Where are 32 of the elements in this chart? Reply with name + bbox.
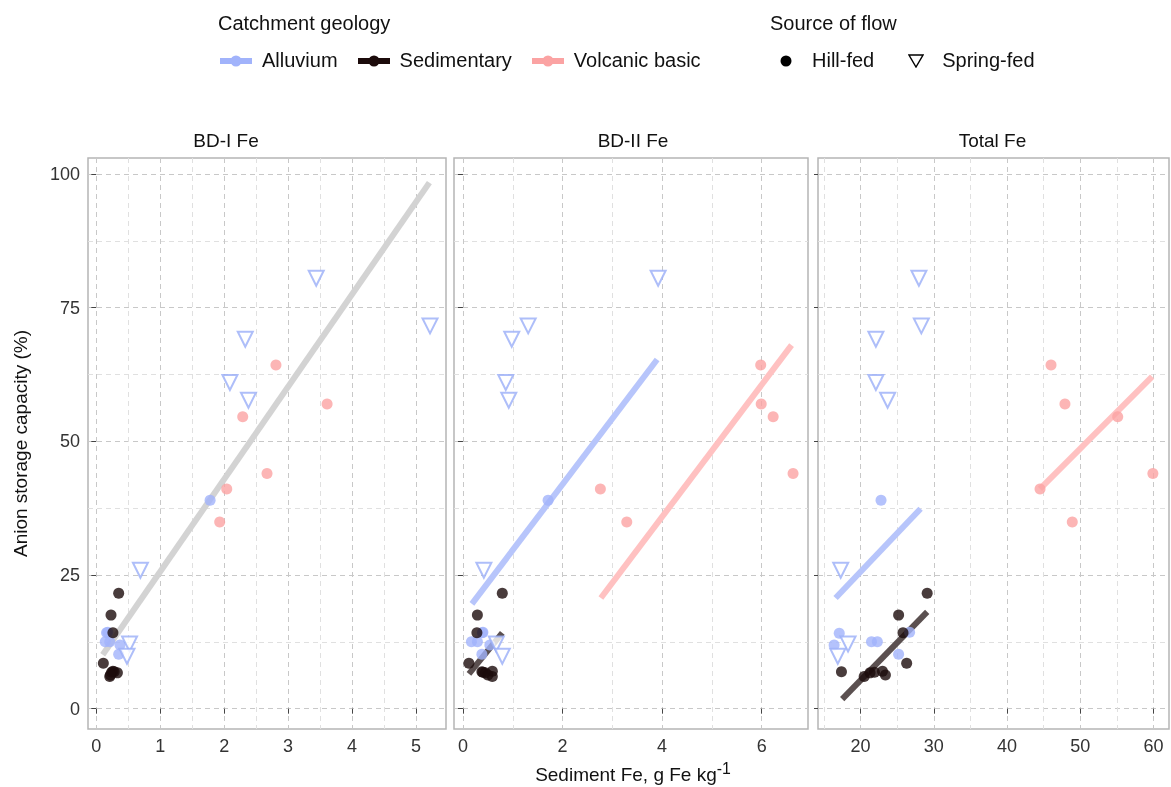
x-tick-label: 60 — [1143, 736, 1164, 756]
source-note: Source of flow — [770, 12, 898, 35]
x-tick-label: 1 — [155, 736, 166, 756]
x-tick-label: 5 — [410, 736, 421, 756]
x-tick-label: 4 — [347, 736, 358, 756]
x-tick-label: 40 — [997, 736, 1018, 756]
y-tick-label: 50 — [59, 431, 80, 452]
x-tick-label: 6 — [756, 736, 767, 756]
x-tick-label: 0 — [91, 736, 102, 756]
chart-title: Total Fe — [958, 130, 1027, 151]
y-tick-label: 100 — [49, 164, 80, 185]
text: Spring-fed — [942, 49, 1035, 72]
x-tick-label: 50 — [1070, 736, 1091, 756]
chart-title: BD-II Fe — [597, 130, 669, 151]
y-tick-label: 0 — [69, 698, 80, 719]
legend-label: Volcanic basic — [573, 49, 701, 72]
x-tick-label: 30 — [923, 736, 944, 756]
legend-label: Sedimentary — [399, 49, 512, 72]
x-tick-label: 3 — [283, 736, 294, 756]
legend-label: Alluvium — [262, 49, 338, 72]
x-tick-label: 2 — [557, 736, 568, 756]
x-tick-label: 20 — [850, 736, 871, 756]
chart-title: BD-I Fe — [193, 130, 259, 151]
x-tick-label: 4 — [657, 736, 668, 756]
text: Hill-fed — [812, 49, 875, 72]
x-axis-title: Sediment Fe, g Fe kg$^{-1}$ — [534, 760, 732, 787]
y-axis-title: Anion storage capacity (%) — [10, 329, 31, 558]
legend-title: Catchment geology — [218, 12, 392, 35]
x-tick-label: 2 — [219, 736, 230, 756]
x-tick-label: 0 — [457, 736, 468, 756]
y-tick-label: 25 — [59, 565, 80, 586]
y-tick-label: 75 — [59, 297, 80, 318]
